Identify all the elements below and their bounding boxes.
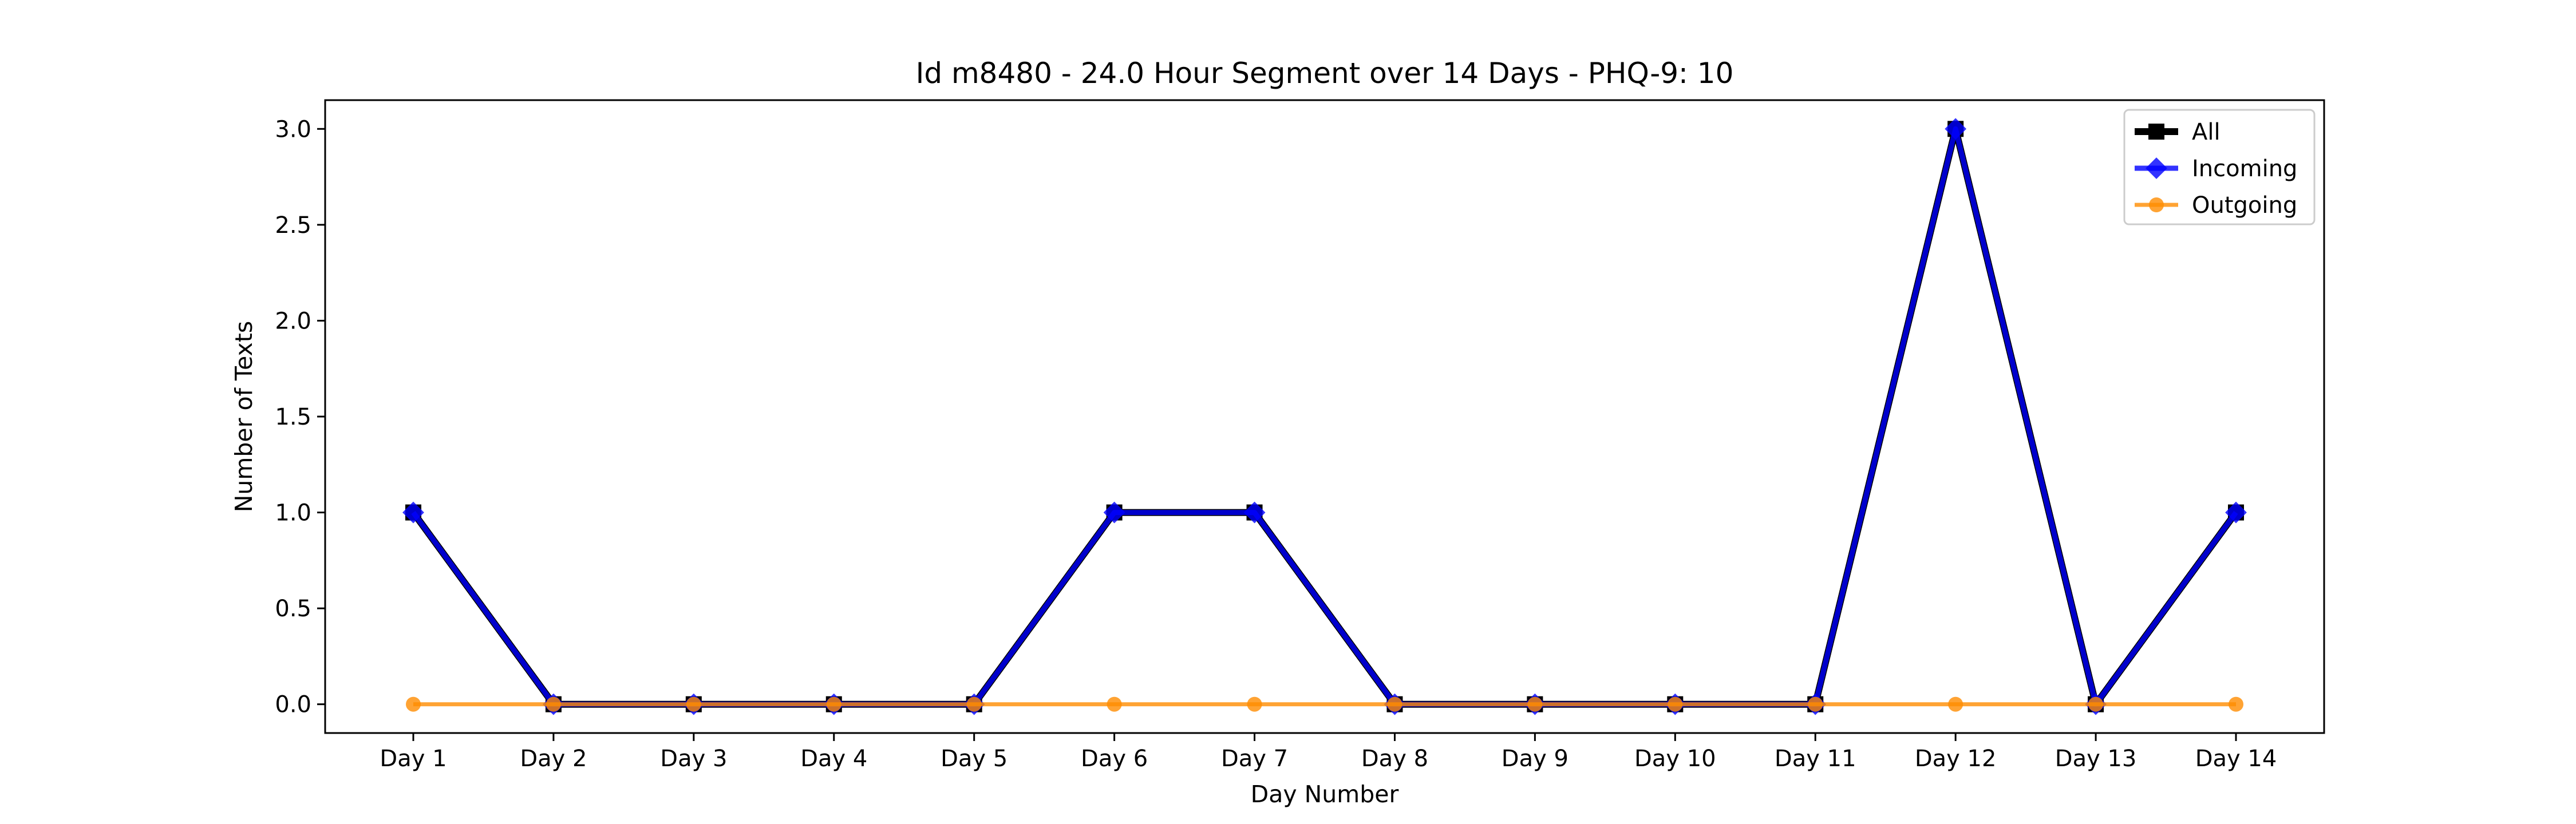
x-tick-label: Day 3 xyxy=(660,746,727,772)
data-point xyxy=(2088,696,2104,712)
legend-item: Incoming xyxy=(2135,156,2297,182)
data-point xyxy=(826,696,841,712)
data-point xyxy=(2229,696,2243,712)
data-point xyxy=(966,696,982,712)
x-axis-label: Day Number xyxy=(1251,781,1399,808)
x-tick-label: Day 14 xyxy=(2195,746,2277,772)
y-tick-label: 0.5 xyxy=(275,596,311,622)
chart-title: Id m8480 - 24.0 Hour Segment over 14 Day… xyxy=(916,57,1734,90)
y-tick-label: 1.0 xyxy=(275,500,311,526)
legend-item: Outgoing xyxy=(2135,192,2297,219)
x-tick-label: Day 10 xyxy=(1634,746,1716,772)
data-point xyxy=(1527,696,1543,712)
x-tick-label: Day 4 xyxy=(800,746,867,772)
x-tick-label: Day 8 xyxy=(1361,746,1428,772)
legend-item: All xyxy=(2135,119,2221,145)
data-point xyxy=(686,696,701,712)
legend-label: All xyxy=(2192,119,2221,145)
y-tick-label: 1.5 xyxy=(275,404,311,430)
data-point xyxy=(1387,696,1402,712)
data-point xyxy=(1247,696,1262,712)
x-tick-label: Day 12 xyxy=(1915,746,1997,772)
series-line xyxy=(410,125,2239,708)
data-point xyxy=(546,696,561,712)
legend-box xyxy=(2123,109,2316,225)
x-tick-label: Day 7 xyxy=(1221,746,1288,772)
legend-marker xyxy=(2146,157,2167,179)
x-tick-label: Day 1 xyxy=(380,746,447,772)
series-all xyxy=(405,121,2244,712)
legend: All Incoming Outgoing xyxy=(2123,109,2316,225)
series-incoming xyxy=(402,118,2247,715)
series-line xyxy=(411,126,2238,707)
y-tick-label: 3.0 xyxy=(275,116,311,142)
x-tick-label: Day 2 xyxy=(520,746,587,772)
legend-marker xyxy=(2148,124,2164,140)
y-axis: 0.0 0.5 1.0 1.5 2.0 2.5 3.0 xyxy=(275,116,325,718)
data-point xyxy=(1107,696,1122,712)
legend-label: Incoming xyxy=(2192,156,2297,182)
series-layer xyxy=(402,118,2247,715)
data-point xyxy=(1808,696,1823,712)
data-point xyxy=(1668,696,1683,712)
data-point xyxy=(406,696,421,712)
x-axis: Day 1 Day 2 Day 3 Day 4 Day 5 Day 6 Day 7 Day 8… xyxy=(380,733,2277,772)
y-tick-label: 0.0 xyxy=(275,692,311,718)
series-outgoing xyxy=(406,696,2243,712)
legend-marker xyxy=(2149,197,2164,212)
data-point xyxy=(1103,501,1125,524)
x-tick-label: Day 11 xyxy=(1775,746,1856,772)
data-point xyxy=(1945,118,1967,140)
x-tick-label: Day 6 xyxy=(1081,746,1148,772)
data-point xyxy=(1948,696,1963,712)
x-tick-label: Day 13 xyxy=(2055,746,2137,772)
y-tick-label: 2.0 xyxy=(275,308,311,334)
y-tick-label: 2.5 xyxy=(275,212,311,239)
x-tick-label: Day 5 xyxy=(941,746,1008,772)
data-point xyxy=(2225,501,2247,524)
y-axis-label: Number of Texts xyxy=(230,321,258,513)
legend-label: Outgoing xyxy=(2192,192,2297,219)
data-point xyxy=(1243,501,1266,524)
data-point xyxy=(402,501,424,524)
x-tick-label: Day 9 xyxy=(1502,746,1568,772)
